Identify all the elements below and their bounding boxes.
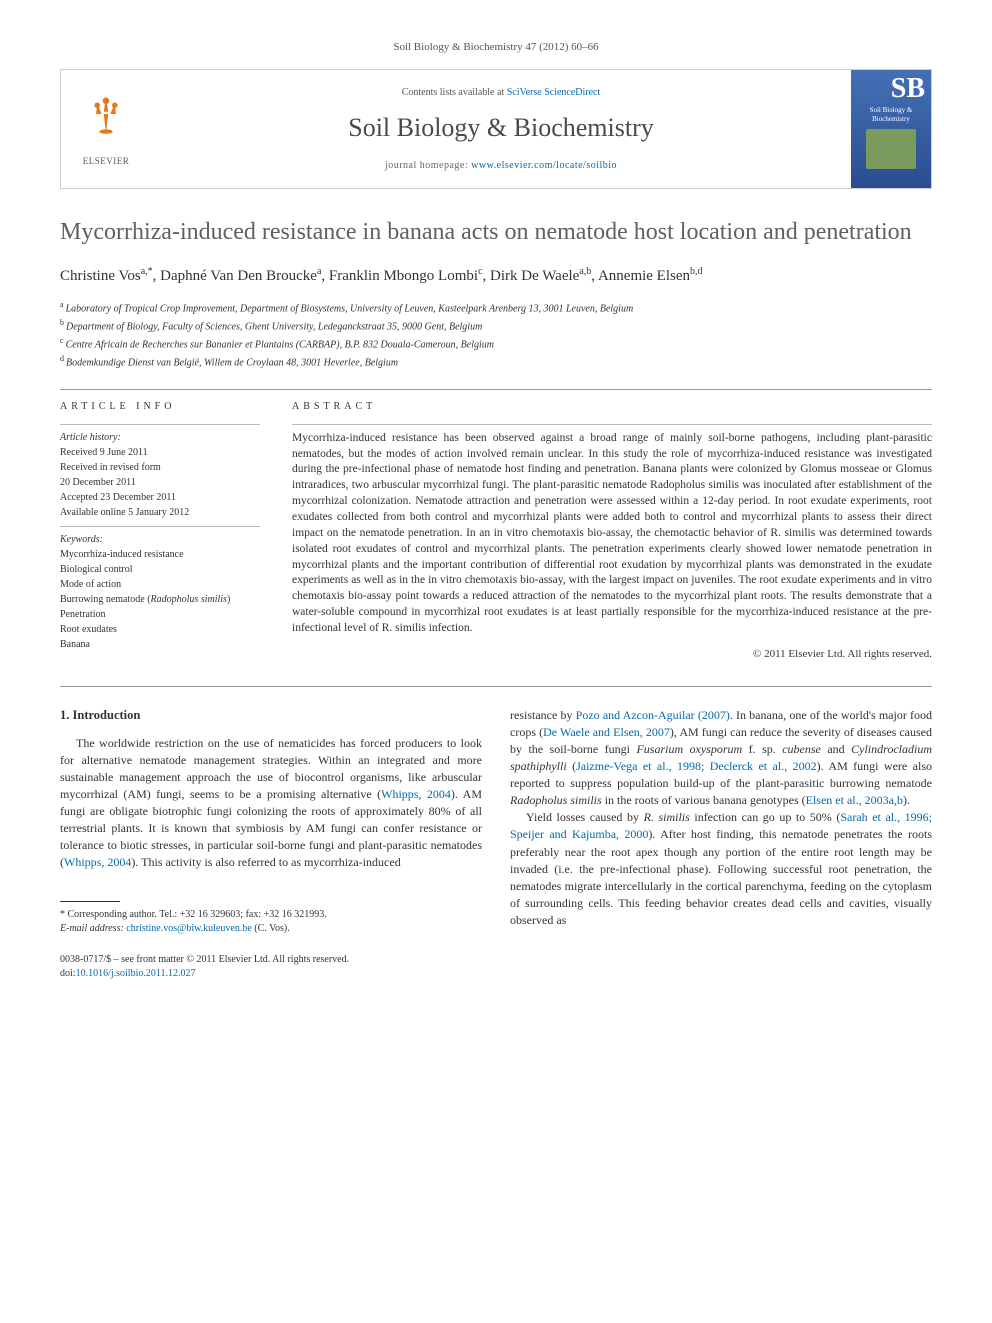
left-column: 1. Introduction The worldwide restrictio…: [60, 707, 482, 935]
abstract-copyright: © 2011 Elsevier Ltd. All rights reserved…: [292, 647, 932, 662]
footnote-separator: [60, 901, 120, 902]
contents-available: Contents lists available at SciVerse Sci…: [402, 86, 601, 100]
corr-author-line: * Corresponding author. Tel.: +32 16 329…: [60, 908, 482, 922]
email-who: (C. Vos).: [254, 923, 289, 934]
abstract-text: Mycorrhiza-induced resistance has been o…: [292, 431, 932, 637]
contents-prefix: Contents lists available at: [402, 87, 507, 98]
doi-label: doi:: [60, 968, 76, 979]
keyword-item: Penetration: [60, 608, 260, 622]
body-separator: [60, 686, 932, 687]
article-meta-row: ARTICLE INFO Article history: Received 9…: [60, 400, 932, 663]
keyword-item: Root exudates: [60, 623, 260, 637]
keyword-item: Mycorrhiza-induced resistance: [60, 548, 260, 562]
citation-line: Soil Biology & Biochemistry 47 (2012) 60…: [60, 40, 932, 55]
online-date: Available online 5 January 2012: [60, 506, 260, 520]
elsevier-tree-icon: [84, 92, 128, 151]
keyword-item: Banana: [60, 638, 260, 652]
journal-cover-thumb: SB Soil Biology & Biochemistry: [851, 70, 931, 188]
article-info-column: ARTICLE INFO Article history: Received 9…: [60, 400, 260, 663]
email-link[interactable]: christine.vos@biw.kuleuven.be: [126, 923, 251, 934]
cover-sb: SB: [891, 76, 925, 101]
separator: [60, 389, 932, 390]
issn-line: 0038-0717/$ – see front matter © 2011 El…: [60, 953, 932, 967]
abstract-column: ABSTRACT Mycorrhiza-induced resistance h…: [292, 400, 932, 663]
cover-image-icon: [866, 129, 916, 169]
keyword-item: Biological control: [60, 563, 260, 577]
cover-journal-title: Soil Biology & Biochemistry: [857, 106, 925, 126]
journal-name: Soil Biology & Biochemistry: [348, 110, 654, 146]
doi-link[interactable]: 10.1016/j.soilbio.2011.12.027: [76, 968, 196, 979]
doi-line: doi:10.1016/j.soilbio.2011.12.027: [60, 967, 932, 981]
sub-separator: [60, 424, 260, 425]
email-label: E-mail address:: [60, 923, 124, 934]
keywords-list: Mycorrhiza-induced resistanceBiological …: [60, 548, 260, 652]
intro-paragraph-1: The worldwide restriction on the use of …: [60, 735, 482, 871]
sub-separator: [292, 424, 932, 425]
intro-paragraph-2: resistance by Pozo and Azcon-Aguilar (20…: [510, 707, 932, 809]
introduction-heading: 1. Introduction: [60, 707, 482, 725]
sub-separator: [60, 526, 260, 527]
email-line: E-mail address: christine.vos@biw.kuleuv…: [60, 922, 482, 936]
journal-header-box: ELSEVIER Contents lists available at Sci…: [60, 69, 932, 189]
keyword-item: Burrowing nematode (Radopholus similis): [60, 593, 260, 607]
history-label: Article history:: [60, 431, 260, 445]
article-title: Mycorrhiza-induced resistance in banana …: [60, 217, 932, 247]
article-info-label: ARTICLE INFO: [60, 400, 260, 414]
right-column: resistance by Pozo and Azcon-Aguilar (20…: [510, 707, 932, 935]
authors-list: Christine Vosa,*, Daphné Van Den Broucke…: [60, 265, 932, 287]
page-footer: 0038-0717/$ – see front matter © 2011 El…: [60, 953, 932, 981]
journal-homepage: journal homepage: www.elsevier.com/locat…: [385, 159, 617, 173]
body-columns: 1. Introduction The worldwide restrictio…: [60, 707, 932, 935]
sciencedirect-link[interactable]: SciVerse ScienceDirect: [507, 87, 601, 98]
keywords-label: Keywords:: [60, 533, 260, 547]
accepted-date: Accepted 23 December 2011: [60, 491, 260, 505]
corresponding-author-footnote: * Corresponding author. Tel.: +32 16 329…: [60, 908, 482, 935]
homepage-prefix: journal homepage:: [385, 160, 471, 171]
revised-line1: Received in revised form: [60, 461, 260, 475]
homepage-link[interactable]: www.elsevier.com/locate/soilbio: [471, 160, 617, 171]
abstract-label: ABSTRACT: [292, 400, 932, 414]
intro-paragraph-3: Yield losses caused by R. similis infect…: [510, 809, 932, 928]
affiliations-list: aLaboratory of Tropical Crop Improvement…: [60, 299, 932, 370]
received-date: Received 9 June 2011: [60, 446, 260, 460]
publisher-name: ELSEVIER: [83, 155, 130, 168]
keyword-item: Mode of action: [60, 578, 260, 592]
header-center: Contents lists available at SciVerse Sci…: [151, 70, 851, 188]
revised-line2: 20 December 2011: [60, 476, 260, 490]
publisher-logo: ELSEVIER: [61, 70, 151, 188]
